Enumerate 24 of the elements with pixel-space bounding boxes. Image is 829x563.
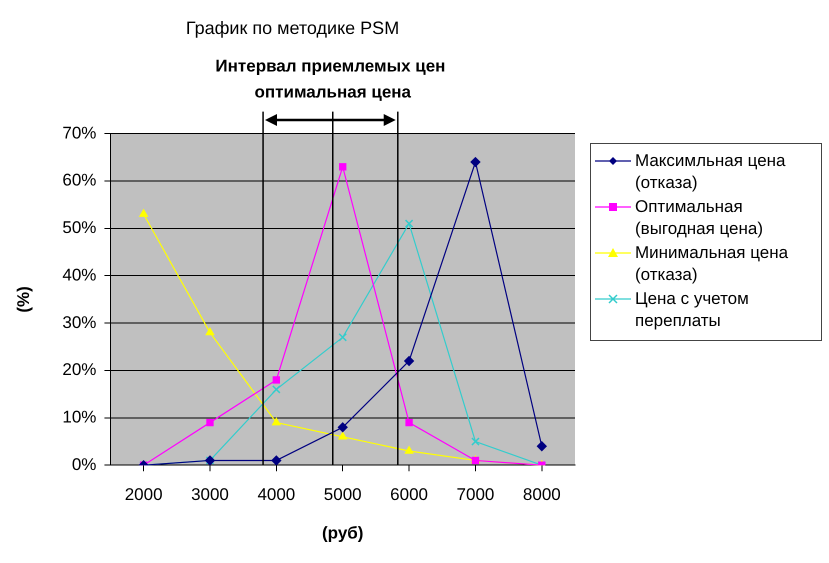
y-tick-label: 30% bbox=[62, 312, 96, 332]
legend-label: Максимльная цена (отказа) bbox=[635, 150, 787, 194]
x-axis-title: (руб) bbox=[322, 523, 364, 542]
x-tick-label: 3000 bbox=[191, 485, 229, 504]
legend-label: Цена с учетом переплаты bbox=[635, 288, 750, 332]
x-tick-label: 6000 bbox=[390, 485, 428, 504]
x-tick-label: 8000 bbox=[522, 485, 561, 504]
y-tick-label: 10% bbox=[62, 408, 96, 427]
y-tick-label: 0% bbox=[72, 454, 96, 474]
y-tick-label: 60% bbox=[62, 170, 96, 190]
y-tick-label: 50% bbox=[62, 218, 96, 238]
y-axis-title: (%) bbox=[14, 286, 33, 313]
chart-title: График по методике PSM bbox=[186, 18, 400, 38]
x-tick-label: 2000 bbox=[124, 485, 163, 504]
x-tick-label: 7000 bbox=[456, 485, 494, 504]
y-tick-label: 20% bbox=[62, 360, 96, 380]
ref-line-label: оптимальная цена bbox=[254, 82, 412, 102]
legend-label: Оптимальная (выгодная цена) bbox=[635, 196, 764, 240]
legend-label: Минимальная цена (отказа) bbox=[635, 242, 790, 286]
text: Интервал приемлемых цен bbox=[215, 56, 446, 76]
y-tick-label: 70% bbox=[62, 123, 96, 142]
x-tick-label: 4000 bbox=[257, 485, 296, 504]
x-tick-label: 5000 bbox=[324, 485, 362, 504]
y-tick-label: 40% bbox=[62, 265, 96, 284]
